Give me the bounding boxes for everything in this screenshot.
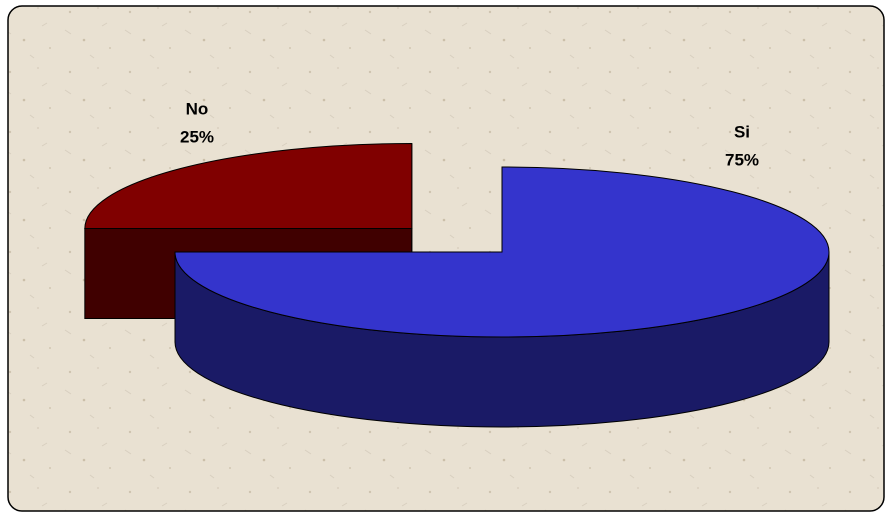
slice-category-label: No	[186, 99, 209, 118]
slice-value-label: 75%	[725, 150, 759, 169]
slice	[174, 166, 830, 338]
slice-value-label: 25%	[180, 127, 214, 146]
slice	[84, 143, 413, 230]
slice-category-label: Si	[734, 122, 750, 141]
